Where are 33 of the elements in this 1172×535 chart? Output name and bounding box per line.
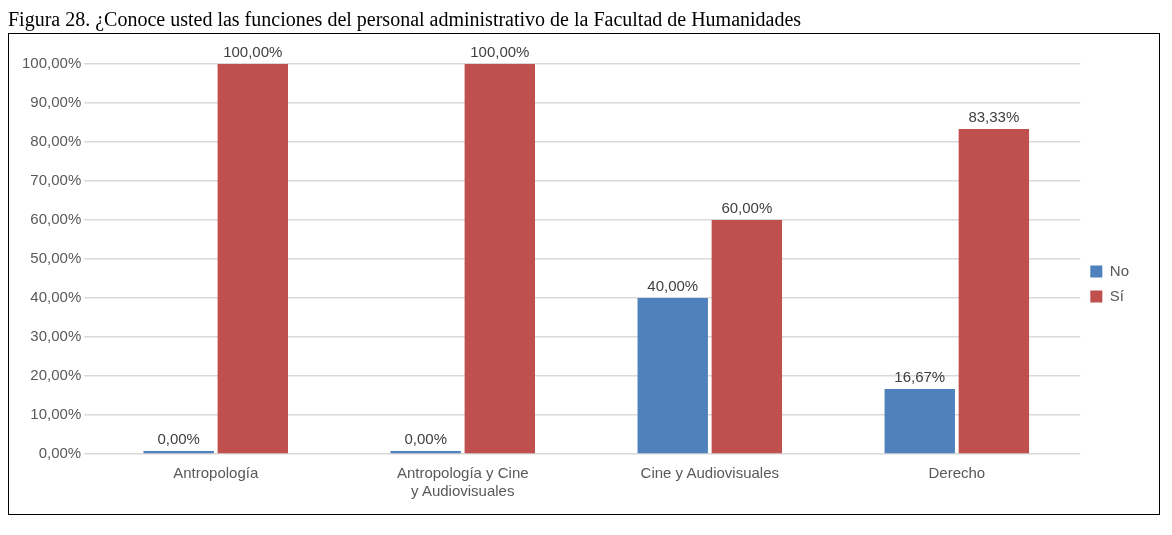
x-tick-label: Derecho: [928, 464, 986, 482]
data-label: 0,00%: [157, 429, 200, 447]
y-tick-label: 100,00%: [22, 54, 82, 72]
data-label: 0,00%: [404, 429, 447, 447]
data-label: 40,00%: [647, 276, 699, 294]
y-tick-label: 50,00%: [30, 249, 82, 267]
y-tick-label: 90,00%: [30, 93, 82, 111]
bar: [711, 220, 783, 454]
y-tick-label: 40,00%: [30, 288, 82, 306]
y-tick-label: 80,00%: [30, 132, 82, 150]
bar: [464, 64, 536, 454]
bar: [884, 388, 955, 454]
x-tick-label: Cine y Audiovisuales: [640, 464, 779, 482]
y-tick-label: 20,00%: [30, 366, 82, 384]
data-label: 60,00%: [721, 198, 773, 216]
chart-title: Figura 28. ¿Conoce usted las funciones del personal administrativo de la Facultad de Humanidades: [8, 8, 803, 31]
y-tick-label: 60,00%: [30, 210, 82, 228]
legend-label: Sí: [1109, 286, 1125, 304]
data-label: 16,67%: [894, 367, 946, 385]
data-label: 100,00%: [470, 42, 530, 60]
bar: [217, 64, 288, 454]
x-tick-label: Antropología y Cine y Audiovisuales: [396, 464, 529, 500]
bar: [958, 129, 1030, 454]
y-tick-label: 10,00%: [30, 405, 82, 423]
y-tick-label: 0,00%: [38, 444, 82, 462]
bar: [637, 298, 708, 454]
y-tick-label: 70,00%: [30, 171, 82, 189]
data-label: 100,00%: [223, 42, 283, 60]
legend-label: No: [1109, 261, 1130, 279]
bar: [143, 451, 214, 454]
x-tick-label: Antropología: [173, 464, 259, 482]
data-label: 83,33%: [968, 107, 1020, 125]
y-tick-label: 30,00%: [30, 327, 82, 345]
